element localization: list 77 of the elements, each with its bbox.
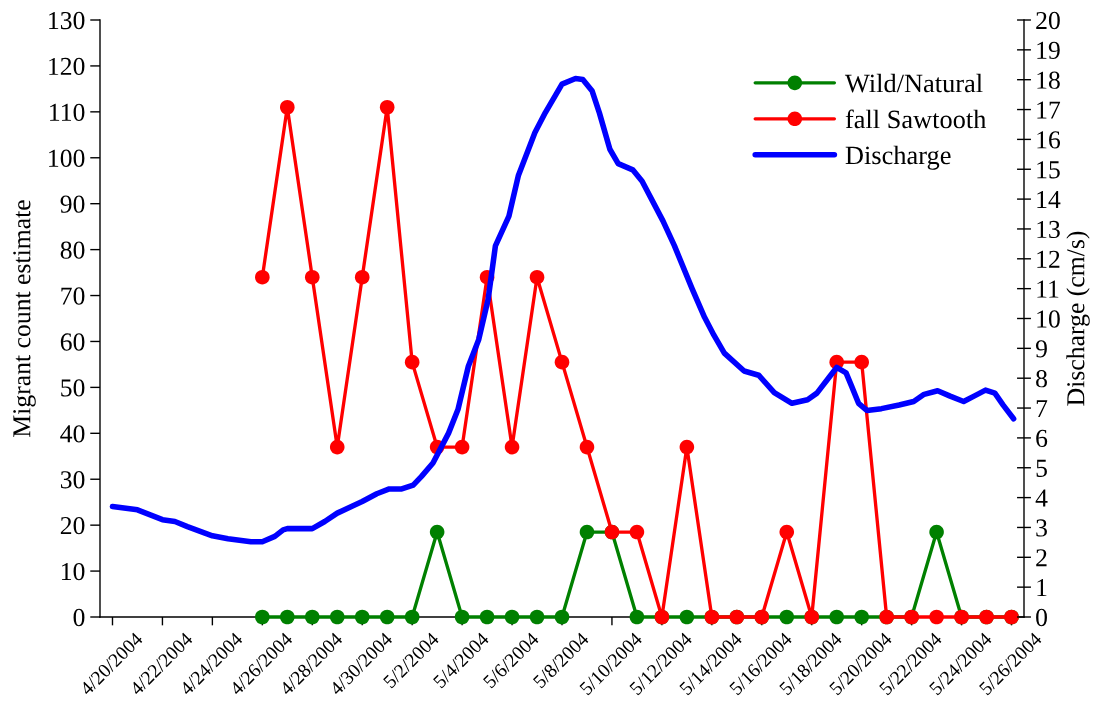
point bbox=[280, 609, 295, 625]
point bbox=[929, 524, 944, 540]
point bbox=[529, 609, 545, 625]
y-axis-title: Migrant count estimate bbox=[13, 200, 36, 437]
point bbox=[479, 609, 495, 625]
point bbox=[529, 269, 545, 285]
y2-tick-label: 17 bbox=[1037, 101, 1061, 119]
y2-tick-label: 12 bbox=[1037, 250, 1060, 268]
point bbox=[779, 524, 795, 540]
point bbox=[404, 354, 420, 370]
y2-tick-label: 1 bbox=[1037, 579, 1047, 597]
point bbox=[379, 99, 395, 115]
y-tick-label: 20 bbox=[60, 516, 85, 535]
point bbox=[429, 524, 445, 540]
y2-tick-label: 7 bbox=[1036, 400, 1048, 417]
y2-tick-label: 2 bbox=[1036, 549, 1047, 567]
y-tick-label: 70 bbox=[61, 287, 85, 305]
point bbox=[354, 609, 370, 625]
y-tick-label: 50 bbox=[61, 379, 85, 397]
y2-tick-label: 19 bbox=[1037, 41, 1060, 60]
y-tick-label: 40 bbox=[60, 425, 85, 443]
y2-tick-label: 18 bbox=[1037, 71, 1060, 89]
y2-tick-label: 3 bbox=[1036, 519, 1047, 537]
y2-tick-label: 10 bbox=[1037, 310, 1060, 328]
y2-axis-title: Discharge (cm/s) bbox=[1066, 231, 1090, 406]
point bbox=[504, 609, 520, 625]
y-tick-label: 130 bbox=[49, 11, 85, 30]
y-tick-label: 60 bbox=[60, 333, 85, 351]
point bbox=[354, 269, 370, 285]
y-tick-label: 0 bbox=[73, 608, 85, 627]
point bbox=[854, 609, 869, 625]
y-tick-label: 30 bbox=[60, 471, 85, 489]
point bbox=[929, 609, 944, 625]
point bbox=[329, 439, 345, 455]
point bbox=[404, 609, 420, 625]
y2-tick-label: 6 bbox=[1036, 429, 1048, 448]
point bbox=[454, 609, 470, 625]
y2-tick-label: 14 bbox=[1037, 191, 1061, 209]
y-tick-label: 110 bbox=[50, 103, 85, 122]
point bbox=[554, 609, 570, 625]
point bbox=[829, 609, 844, 625]
point bbox=[854, 354, 869, 370]
y2-tick-label: 8 bbox=[1036, 370, 1047, 388]
point bbox=[280, 99, 295, 115]
legend-label: Discharge bbox=[845, 145, 951, 170]
y2-tick-label: 20 bbox=[1036, 11, 1060, 30]
legend-label: Wild/Natural bbox=[844, 73, 983, 93]
point bbox=[679, 609, 695, 625]
point bbox=[329, 609, 345, 625]
y2-tick-label: 4 bbox=[1035, 489, 1048, 507]
point bbox=[255, 269, 270, 285]
point bbox=[379, 609, 395, 625]
y2-tick-label: 5 bbox=[1036, 459, 1047, 477]
point bbox=[579, 524, 595, 540]
point bbox=[554, 354, 570, 370]
point bbox=[454, 439, 470, 455]
point bbox=[504, 439, 520, 455]
point bbox=[629, 609, 645, 625]
y2-tick-label: 0 bbox=[1036, 608, 1047, 627]
y2-tick-label: 11 bbox=[1037, 280, 1059, 298]
point bbox=[579, 439, 595, 455]
point bbox=[304, 609, 320, 625]
y2-tick-label: 13 bbox=[1037, 220, 1060, 239]
y-tick-label: 80 bbox=[60, 241, 85, 259]
y-tick-label: 120 bbox=[49, 57, 85, 76]
y-tick-label: 10 bbox=[61, 562, 85, 581]
point bbox=[679, 439, 695, 455]
y-tick-label: 90 bbox=[60, 195, 85, 213]
legend-label: fall Sawtooth bbox=[845, 109, 987, 129]
y2-tick-label: 15 bbox=[1037, 161, 1060, 179]
y2-tick-label: 16 bbox=[1037, 131, 1061, 149]
point bbox=[779, 609, 795, 625]
y-tick-label: 100 bbox=[49, 149, 85, 167]
point bbox=[629, 524, 645, 540]
point bbox=[304, 269, 320, 285]
y2-tick-label: 9 bbox=[1035, 340, 1047, 358]
point bbox=[255, 609, 270, 625]
